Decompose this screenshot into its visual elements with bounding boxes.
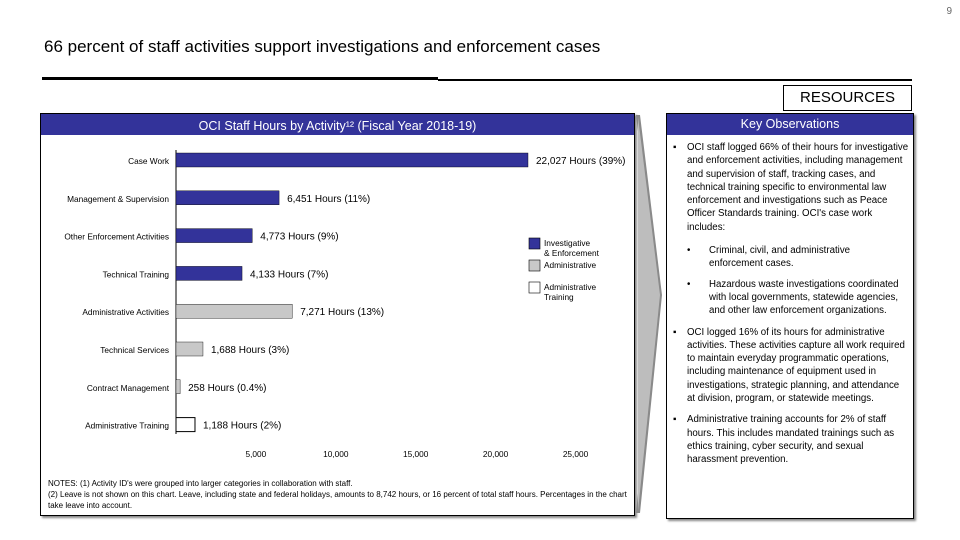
observation-sub-bullet: • Criminal, civil, and administrative enf…: [667, 244, 913, 271]
page-title: 66 percent of staff activities support i…: [44, 37, 601, 56]
bar: [175, 341, 204, 357]
observations-panel: Key Observations ▪ OCI staff logged 66% o…: [666, 113, 914, 519]
observation-sub-text: Criminal, civil, and administrative enfo…: [709, 245, 851, 270]
page-number: 9: [946, 6, 952, 17]
legend-swatch: [528, 237, 541, 250]
sub-bullet-icon: •: [687, 245, 691, 257]
data-label: 258 Hours (0.4%): [188, 383, 266, 394]
bar: [175, 190, 280, 206]
observation-text: OCI staff logged 66% of their hours for …: [687, 142, 909, 233]
x-tick-label: 15,000: [403, 449, 429, 459]
observation-text: OCI logged 16% of its hours for administ…: [687, 326, 905, 405]
observation-sub-text: Hazardous waste investigations coordinat…: [709, 278, 899, 317]
staff-hours-bar-chart: Case Work 22,027 Hours (39%) Management & …: [64, 150, 626, 459]
observation-bullet: ▪ OCI logged 16% of its hours for adminis…: [667, 326, 913, 406]
x-tick-label: 5,000: [246, 449, 267, 459]
category-label: Administrative Activities: [82, 307, 169, 317]
data-label: 7,271 Hours (13%): [300, 307, 384, 318]
bullet-icon: ▪: [673, 414, 677, 426]
category-label: Case Work: [128, 156, 170, 166]
chart-header: OCI Staff Hours by Activity¹² (Fiscal Ye…: [41, 114, 634, 135]
bar: [175, 379, 181, 394]
bar: [175, 228, 253, 243]
chart-notes: NOTES: (1) Activity ID's were grouped in…: [48, 479, 627, 510]
x-tick-label: 25,000: [563, 449, 589, 459]
category-label: Other Enforcement Activities: [64, 232, 169, 242]
observation-text: Administrative training accounts for 2% …: [687, 414, 895, 466]
legend-swatch: [528, 259, 541, 272]
data-label: 4,773 Hours (9%): [260, 232, 338, 243]
observations-header: Key Observations: [667, 114, 913, 135]
resources-label: RESOURCES: [783, 85, 912, 111]
category-label: Technical Services: [100, 345, 169, 355]
bar: [175, 417, 196, 433]
title-rule-left: [42, 77, 438, 80]
bullet-icon: ▪: [673, 142, 677, 153]
bar: [175, 152, 529, 168]
x-tick-label: 20,000: [483, 449, 509, 459]
observation-sub-bullet: • Hazardous waste investigations coordina…: [667, 278, 913, 318]
bar: [175, 266, 243, 281]
legend-label: Administrative: [544, 260, 596, 270]
data-label: 22,027 Hours (39%): [536, 156, 626, 167]
legend-swatch: [528, 281, 541, 294]
title-rule-right: [438, 79, 912, 81]
bullet-icon: ▪: [673, 326, 677, 338]
category-label: Contract Management: [87, 383, 170, 393]
bar: [175, 303, 293, 319]
sub-bullet-icon: •: [687, 278, 691, 290]
category-label: Technical Training: [103, 269, 170, 279]
legend-label: Investigative & Enforcement: [544, 238, 600, 258]
observation-bullet: ▪ OCI staff logged 66% of their hours for…: [667, 141, 913, 234]
data-label: 4,133 Hours (7%): [250, 269, 328, 280]
category-label: Administrative Training: [85, 421, 169, 431]
observation-bullet: ▪ Administrative training accounts for 2%…: [667, 413, 913, 466]
category-label: Management & Supervision: [67, 194, 169, 204]
chart-panel: OCI Staff Hours by Activity¹² (Fiscal Ye…: [40, 113, 635, 516]
data-label: 6,451 Hours (11%): [287, 194, 370, 205]
observations-body: ▪ OCI staff logged 66% of their hours for…: [667, 141, 913, 467]
legend-label: Administrative Training: [544, 282, 596, 302]
x-tick-label: 10,000: [323, 449, 349, 459]
data-label: 1,688 Hours (3%): [211, 345, 289, 356]
data-label: 1,188 Hours (2%): [203, 421, 281, 432]
chevron-arrow-icon: [636, 115, 662, 513]
